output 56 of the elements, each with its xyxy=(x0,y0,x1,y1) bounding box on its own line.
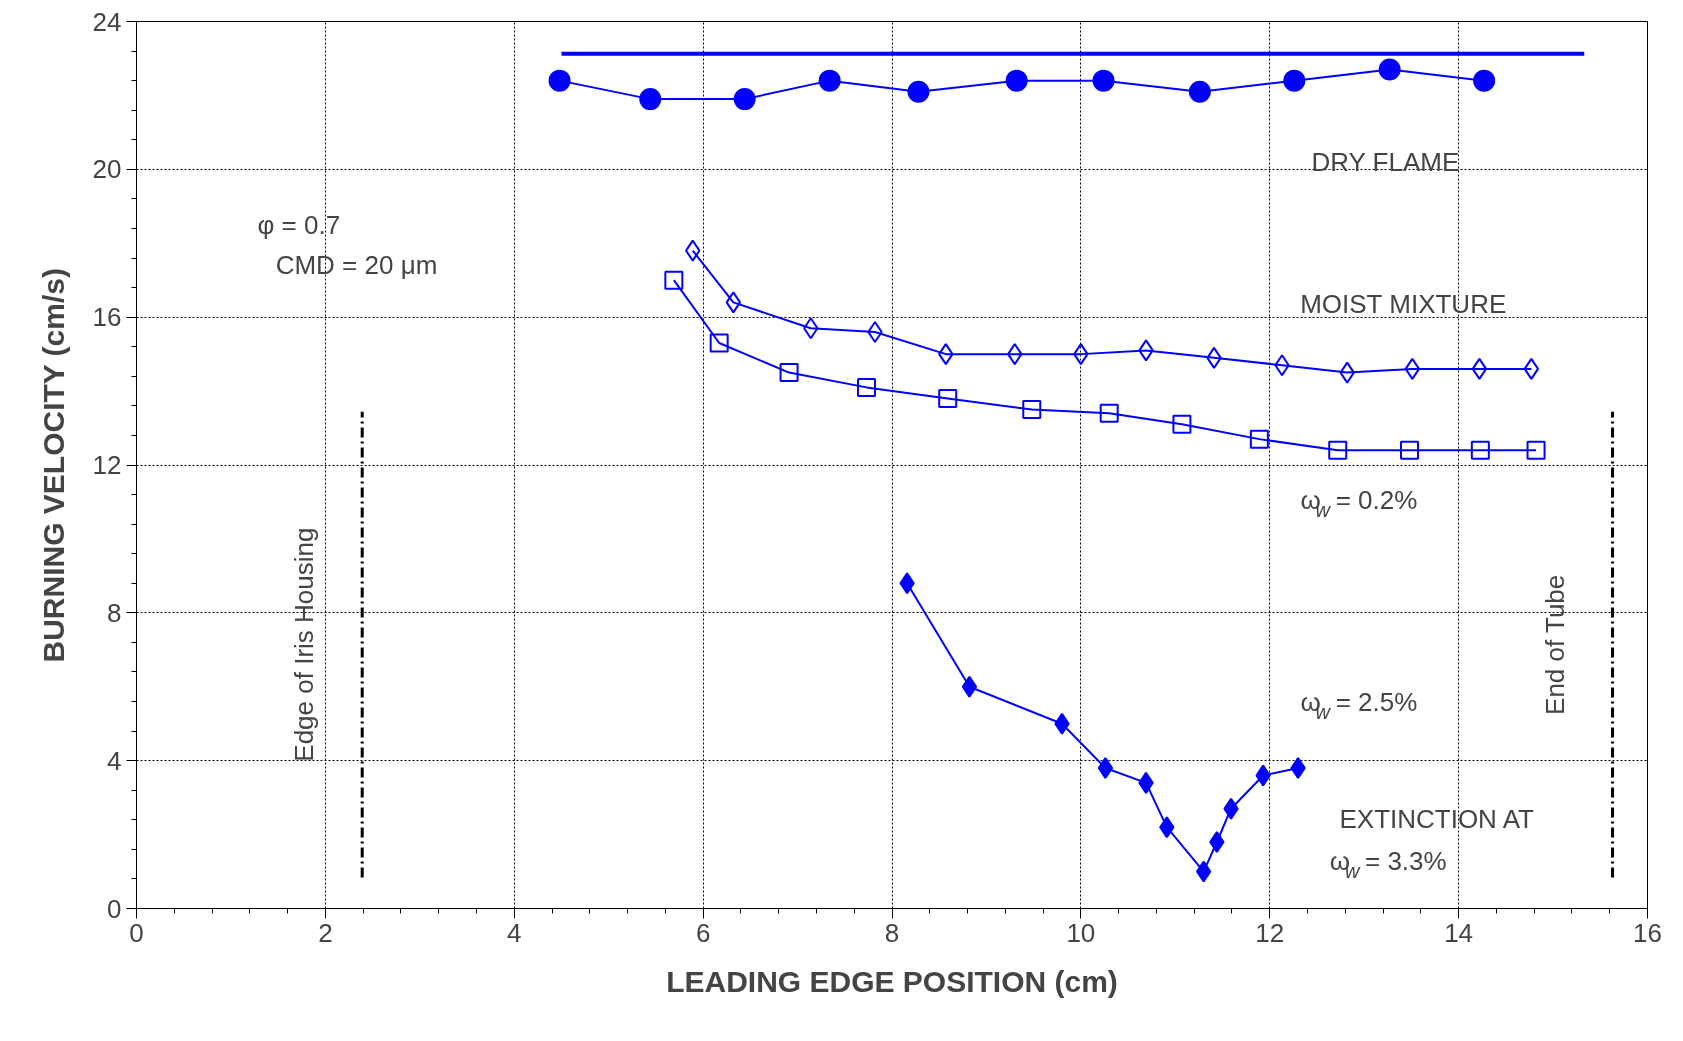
point xyxy=(664,270,684,290)
annotation: DRY FLAME xyxy=(1311,146,1460,177)
x-tick-label: 4 xyxy=(507,917,522,948)
point xyxy=(1378,58,1401,81)
point xyxy=(1099,403,1119,423)
x-tick-label: 2 xyxy=(318,917,333,948)
point xyxy=(818,69,841,92)
x-tick-label: 12 xyxy=(1255,917,1285,948)
x-tick-label: 10 xyxy=(1066,917,1096,948)
ref-line-label: Edge of Iris Housing xyxy=(289,527,320,762)
point xyxy=(907,80,930,103)
x-tick-label: 6 xyxy=(695,917,711,948)
point xyxy=(639,88,662,111)
point xyxy=(1283,69,1306,92)
x-tick-label: 14 xyxy=(1444,917,1474,948)
point xyxy=(779,363,799,383)
y-tick-label: 24 xyxy=(92,6,122,37)
point xyxy=(1092,69,1115,92)
point xyxy=(1400,440,1420,460)
point xyxy=(1172,414,1192,434)
y-tick-label: 16 xyxy=(92,302,122,333)
annotation: EXTINCTION AT xyxy=(1339,804,1535,835)
point xyxy=(733,88,756,111)
point xyxy=(857,377,876,397)
point xyxy=(1404,357,1421,380)
point xyxy=(1328,440,1348,460)
point xyxy=(1471,357,1488,380)
point xyxy=(938,388,958,408)
point xyxy=(961,675,978,698)
y-tick-label: 4 xyxy=(107,745,122,776)
annotation: MOIST MIXTURE xyxy=(1300,288,1507,319)
annotation: CMD = 20 μm xyxy=(275,249,438,280)
point xyxy=(1249,429,1269,449)
y-axis-title: BURNING VELOCITY (cm/s) xyxy=(36,268,70,663)
point xyxy=(1473,69,1496,92)
point xyxy=(1470,440,1490,460)
annotation: φ = 0.7 xyxy=(257,209,341,240)
y-tick-label: 20 xyxy=(92,154,122,185)
point xyxy=(1005,69,1028,92)
point xyxy=(1188,80,1211,103)
point xyxy=(1195,860,1212,883)
point xyxy=(709,333,729,353)
point xyxy=(1097,757,1114,780)
point xyxy=(1022,400,1042,420)
y-tick-label: 0 xyxy=(107,893,122,924)
x-tick-label: 8 xyxy=(884,917,900,948)
y-tick-label: 12 xyxy=(92,450,122,480)
point xyxy=(1526,440,1546,460)
point xyxy=(725,291,742,314)
point xyxy=(548,69,571,92)
ref-line-label: End of Tube xyxy=(1539,574,1570,715)
x-tick-label: 16 xyxy=(1633,917,1662,948)
y-tick-label: 8 xyxy=(107,597,122,628)
x-tick-label: 0 xyxy=(129,917,144,948)
x-axis-title: LEADING EDGE POSITION (cm) xyxy=(666,964,1118,998)
point xyxy=(1523,357,1540,380)
